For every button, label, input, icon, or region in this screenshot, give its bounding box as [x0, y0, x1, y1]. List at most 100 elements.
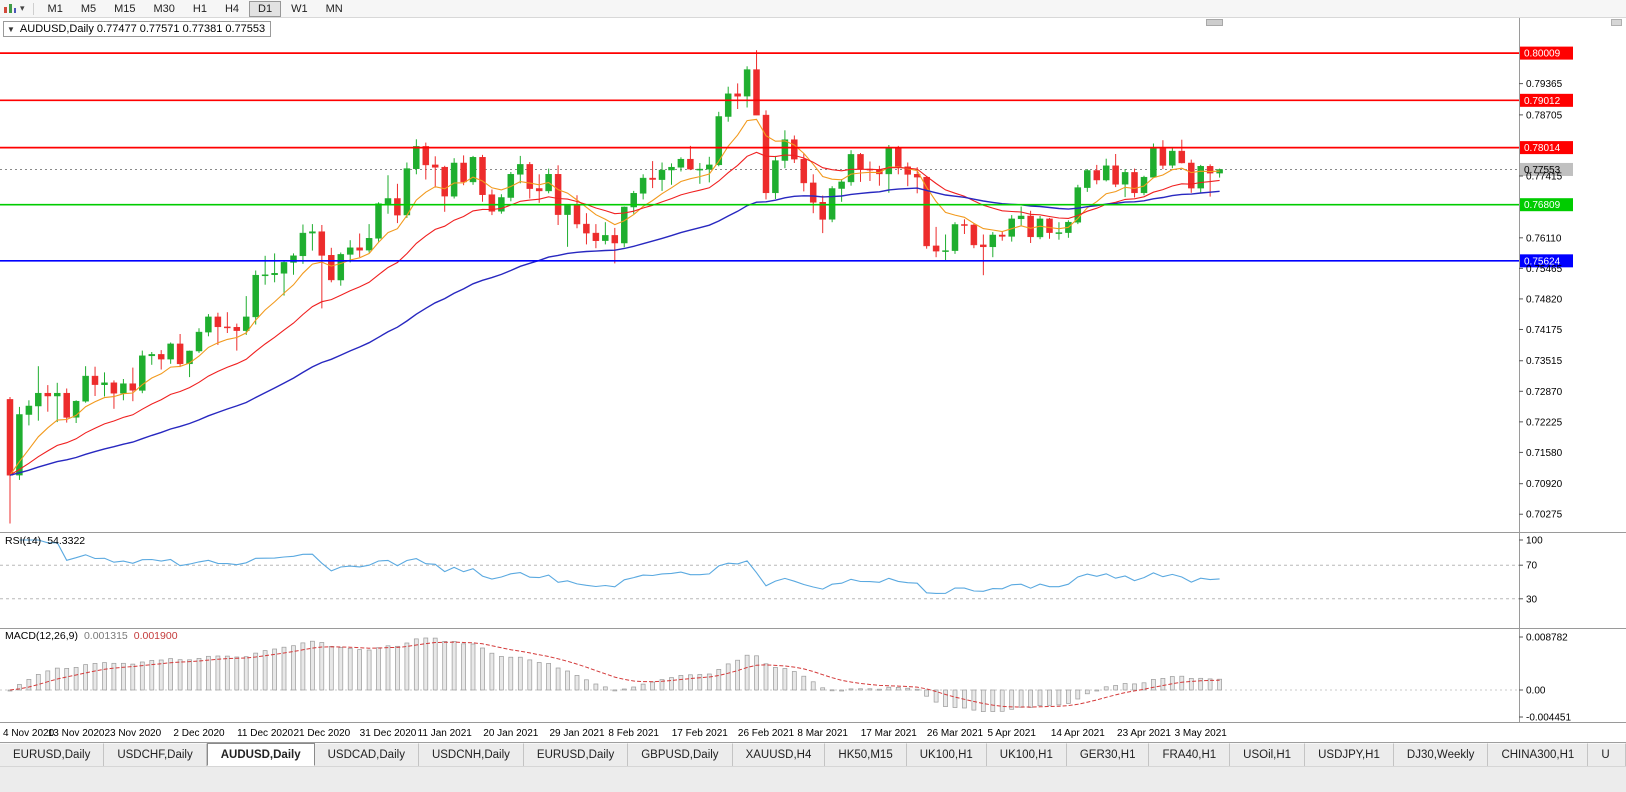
- candle-body: [838, 181, 845, 189]
- candle-body: [592, 232, 600, 241]
- date-label: 4 Nov 2020: [3, 728, 55, 739]
- macd-histogram-bar: [517, 656, 523, 691]
- macd-signal-line: [9, 641, 1220, 708]
- chart-tab-U[interactable]: U: [1588, 743, 1626, 766]
- chart-type-icon[interactable]: [0, 3, 20, 15]
- candle-body: [564, 204, 571, 215]
- candle-body: [280, 262, 288, 274]
- macd-histogram-bar: [1198, 677, 1204, 691]
- macd-histogram-bar: [858, 688, 863, 691]
- macd-histogram-bar: [413, 638, 419, 691]
- macd-histogram-bar: [933, 689, 939, 703]
- macd-histogram-bar: [423, 637, 429, 691]
- candle-body: [1169, 150, 1176, 166]
- candle-body: [630, 193, 637, 208]
- date-label: 17 Mar 2021: [861, 728, 918, 739]
- chart-tab-CHINA300-H1[interactable]: CHINA300,H1: [1488, 743, 1589, 766]
- candle-body: [951, 224, 959, 251]
- ma-line-8: [9, 118, 1220, 476]
- candle-body: [450, 162, 458, 197]
- chart-tab-USDCNH-Daily[interactable]: USDCNH,Daily: [418, 743, 524, 766]
- chart-tab-EURUSD-Daily[interactable]: EURUSD,Daily: [523, 743, 629, 766]
- candle-body: [885, 148, 893, 175]
- candle-body: [1102, 165, 1110, 181]
- timeframe-button-M1[interactable]: M1: [47, 2, 63, 15]
- macd-histogram-bar: [536, 662, 542, 691]
- current-price-label: 0.77553: [1524, 165, 1561, 176]
- timeframe-button-D1[interactable]: D1: [249, 0, 282, 17]
- chart-tab-DJ30-Weekly[interactable]: DJ30,Weekly: [1393, 743, 1489, 766]
- timeframe-button-W1[interactable]: W1: [291, 2, 308, 15]
- macd-histogram-bar: [1094, 689, 1100, 692]
- chart-tab-USDJPY-H1[interactable]: USDJPY,H1: [1305, 743, 1394, 766]
- date-label: 8 Feb 2021: [608, 728, 659, 739]
- price-label: 0.79012: [1524, 96, 1561, 107]
- chart-tab-GBPUSD-Daily[interactable]: GBPUSD,Daily: [628, 743, 733, 766]
- chart-tab-FRA40-H1[interactable]: FRA40,H1: [1149, 743, 1231, 766]
- macd-histogram-bar: [1160, 678, 1166, 691]
- candle-body: [942, 250, 949, 252]
- candle-body: [753, 69, 760, 116]
- rsi-axis-label: 30: [1526, 594, 1538, 605]
- y-axis-tick-label: 0.70275: [1526, 510, 1563, 521]
- macd-histogram-bar: [206, 655, 211, 691]
- macd-histogram-bar: [1075, 689, 1081, 700]
- chart-tab-UK100-H1[interactable]: UK100,H1: [906, 743, 987, 766]
- y-axis-tick-label: 0.74820: [1526, 294, 1563, 305]
- candle-body: [772, 160, 779, 194]
- chart-hscroll-thumb[interactable]: [1206, 19, 1223, 26]
- chart-tab-EURUSD-Daily[interactable]: EURUSD,Daily: [0, 743, 105, 766]
- chart-hscroll-end-button[interactable]: [1611, 19, 1622, 26]
- macd-histogram-bar: [64, 668, 70, 691]
- macd-histogram-bar: [45, 670, 51, 691]
- macd-histogram-bar: [224, 655, 230, 691]
- candle-body: [261, 274, 269, 277]
- timeframe-button-M30[interactable]: M30: [153, 2, 175, 15]
- chart-tab-USDCAD-Daily[interactable]: USDCAD,Daily: [314, 743, 419, 766]
- macd-histogram-bar: [688, 674, 693, 691]
- chart-tab-XAUUSD-H4[interactable]: XAUUSD,H4: [732, 743, 826, 766]
- candle-body: [488, 194, 496, 212]
- date-label: 8 Mar 2021: [797, 728, 848, 739]
- price-label-box: [1520, 254, 1573, 268]
- rsi-axis-label: 100: [1526, 536, 1543, 547]
- date-label: 5 Apr 2021: [988, 728, 1037, 739]
- timeframe-button-M5[interactable]: M5: [80, 2, 97, 15]
- chart-tab-GER30-H1[interactable]: GER30,H1: [1066, 743, 1150, 766]
- timeframe-button-MN[interactable]: MN: [325, 2, 343, 15]
- macd-histogram-bar: [253, 652, 259, 691]
- candle-body: [706, 164, 713, 170]
- macd-histogram-bar: [820, 687, 826, 691]
- timeframe-button-M15[interactable]: M15: [114, 2, 136, 15]
- candle-body: [611, 235, 619, 244]
- chart-tab-AUDUSD-Daily[interactable]: AUDUSD,Daily: [206, 743, 315, 766]
- candle-body: [148, 354, 156, 357]
- macd-histogram-bar: [404, 642, 410, 691]
- chart-tab-UK100-H1[interactable]: UK100,H1: [986, 743, 1067, 766]
- candle-body: [1093, 170, 1101, 181]
- ma-line-20: [9, 151, 1220, 476]
- macd-histogram-bar: [139, 661, 145, 691]
- date-label: 11 Dec 2020: [237, 728, 293, 739]
- timeframe-button-H1[interactable]: H1: [192, 2, 207, 15]
- chart-tab-USOil-H1[interactable]: USOil,H1: [1230, 743, 1306, 766]
- macd-histogram-bar: [980, 689, 986, 712]
- candle-body: [186, 350, 193, 365]
- timeframe-button-H4[interactable]: H4: [224, 2, 240, 15]
- candle-body: [857, 154, 864, 170]
- price-label: 0.78014: [1524, 143, 1561, 154]
- macd-histogram-bar: [602, 686, 608, 691]
- chart-tab-HK50-M15[interactable]: HK50,M15: [825, 743, 907, 766]
- macd-histogram-bar: [763, 663, 769, 691]
- chart-tab-USDCHF-Daily[interactable]: USDCHF,Daily: [104, 743, 207, 766]
- macd-histogram-bar: [593, 683, 599, 691]
- macd-histogram-bar: [952, 689, 958, 708]
- dropdown-caret-icon[interactable]: ▾: [20, 3, 25, 13]
- collapse-arrow-icon[interactable]: ▼: [7, 24, 15, 34]
- candle-body: [422, 146, 430, 166]
- candle-body: [205, 316, 212, 333]
- candle-body: [980, 244, 987, 248]
- macd-histogram-bar: [848, 688, 854, 691]
